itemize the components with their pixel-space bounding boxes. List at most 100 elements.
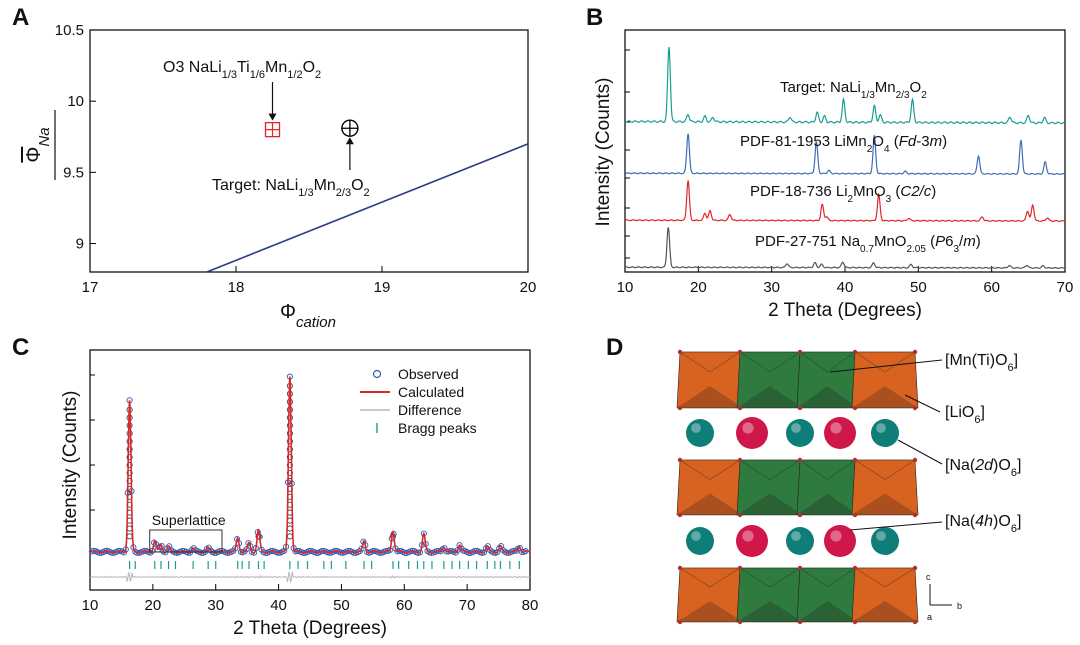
point-o3-cross bbox=[265, 122, 280, 137]
octa-layer-top bbox=[676, 349, 919, 411]
y-tick-label-a: 10 bbox=[67, 93, 84, 110]
legend-label-difference: Difference bbox=[398, 402, 462, 418]
leader-lio bbox=[904, 394, 941, 413]
legend-label-bragg: Bragg peaks bbox=[398, 420, 477, 436]
atom-highlight bbox=[691, 423, 701, 433]
series-label-b-1: PDF-81-1953 LiMn2O4 (Fd-3m) bbox=[740, 133, 947, 155]
octa-shadow bbox=[737, 386, 803, 408]
observed-point bbox=[456, 542, 463, 549]
superlattice-box bbox=[149, 529, 223, 553]
o-atom bbox=[912, 457, 918, 463]
observed-point bbox=[286, 438, 293, 445]
atom-highlight bbox=[791, 531, 801, 541]
x-axis-label-a: Φcation bbox=[280, 301, 336, 331]
x-tick-label-b: 60 bbox=[983, 279, 1000, 296]
octa-facet bbox=[854, 351, 916, 373]
o-atom bbox=[677, 457, 683, 463]
atom-highlight bbox=[691, 531, 701, 541]
o-atom bbox=[797, 405, 803, 411]
x-tick-label-a: 17 bbox=[82, 279, 99, 296]
observed-point bbox=[286, 406, 293, 413]
x-tick-label-b: 10 bbox=[617, 279, 634, 296]
o-atom bbox=[912, 619, 918, 625]
o-atom bbox=[912, 349, 918, 355]
o-atom bbox=[677, 619, 683, 625]
plot-frame-c bbox=[89, 349, 531, 591]
octa-shadow bbox=[797, 386, 858, 408]
panel-label-d: D bbox=[606, 334, 623, 361]
o-atom bbox=[797, 512, 803, 518]
o-atom bbox=[737, 457, 743, 463]
na-layer-bottom bbox=[686, 525, 899, 557]
label-na2d: [Na(2d)O6] bbox=[945, 457, 1021, 479]
annotation-o3: O3 NaLi1/3Ti1/6Mn1/2O2 bbox=[163, 59, 321, 81]
series-line-b-3 bbox=[624, 227, 1065, 269]
x-axis-label-b: 2 Theta (Degrees) bbox=[768, 300, 922, 321]
o-atom bbox=[737, 405, 743, 411]
atom-highlight bbox=[742, 530, 754, 542]
x-tick-label-c: 40 bbox=[270, 597, 287, 614]
observed-point bbox=[286, 414, 293, 421]
series-label-b-3: PDF-27-751 Na0.7MnO2.05 (P63/m) bbox=[755, 233, 981, 255]
na-2d-atom bbox=[686, 419, 714, 447]
plot-frame-a bbox=[89, 29, 529, 273]
x-tick-label-a: 19 bbox=[374, 279, 391, 296]
na-2d-atom bbox=[686, 527, 714, 555]
o-atom bbox=[852, 457, 858, 463]
observed-point bbox=[286, 454, 293, 461]
na-2d-atom bbox=[786, 527, 814, 555]
octa-facet bbox=[679, 567, 741, 588]
observed-point bbox=[126, 446, 133, 453]
octa-facet bbox=[854, 459, 916, 480]
x-tick-label-c: 50 bbox=[333, 597, 350, 614]
annotation-target: Target: NaLi1/3Mn2/3O2 bbox=[212, 177, 370, 199]
na-4h-atom bbox=[736, 525, 768, 557]
y-axis-label-c: Intensity (Counts) bbox=[60, 391, 81, 540]
label-mnti: [Mn(Ti)O6] bbox=[945, 352, 1018, 374]
legend-swatch-observed bbox=[372, 369, 382, 379]
observed-point bbox=[126, 438, 133, 445]
observed-point bbox=[126, 533, 133, 540]
na-2d-atom bbox=[786, 419, 814, 447]
o-atom bbox=[852, 405, 858, 411]
leader-mnti bbox=[829, 359, 943, 373]
o-atom bbox=[797, 565, 803, 571]
octa-shadow bbox=[852, 601, 918, 622]
label-na4h: [Na(4h)O6] bbox=[945, 513, 1021, 535]
octa-shadow bbox=[737, 601, 803, 622]
x-tick-label-b: 40 bbox=[837, 279, 854, 296]
observed-point bbox=[126, 454, 133, 461]
series-label-b-2: PDF-18-736 Li2MnO3 (C2/c) bbox=[750, 183, 936, 205]
octa-shadow bbox=[797, 601, 858, 622]
atom-highlight bbox=[742, 422, 754, 434]
observed-point bbox=[147, 549, 154, 556]
x-tick-label-a: 20 bbox=[520, 279, 537, 296]
octa-facet bbox=[679, 351, 741, 373]
octa-facet bbox=[679, 459, 741, 480]
atom-highlight bbox=[830, 422, 842, 434]
octa-shadow bbox=[677, 493, 743, 515]
octa-shadow bbox=[852, 386, 918, 408]
x-tick-label-c: 70 bbox=[459, 597, 476, 614]
na-layer-top bbox=[686, 417, 899, 449]
calculated-line bbox=[89, 376, 531, 554]
octa-layer-middle bbox=[676, 457, 919, 518]
chart-c: 10 20 30 40 50 60 70 80 2 Theta (Degrees) Intensi… bbox=[60, 349, 539, 639]
o-atom bbox=[912, 565, 918, 571]
x-tick-label-c: 60 bbox=[396, 597, 413, 614]
octa-facet bbox=[799, 567, 856, 588]
x-tick-label-c: 10 bbox=[82, 597, 99, 614]
na-2d-atom bbox=[871, 527, 899, 555]
chart-a: 17 18 19 20 9 9.5 10 10.5 Φcation ΦNa O3 NaLi1/3Ti… bbox=[23, 22, 536, 331]
o-atom bbox=[912, 512, 918, 518]
x-axis-label-c: 2 Theta (Degrees) bbox=[233, 618, 387, 639]
observed-point bbox=[126, 477, 133, 485]
arrowhead-o3 bbox=[268, 113, 277, 121]
observed-point bbox=[166, 543, 173, 550]
arrowhead-target bbox=[345, 137, 354, 145]
x-tick-label-c: 80 bbox=[522, 597, 539, 614]
octa-shadow bbox=[737, 493, 803, 515]
observed-point bbox=[126, 462, 133, 469]
point-target-cross bbox=[341, 120, 358, 137]
